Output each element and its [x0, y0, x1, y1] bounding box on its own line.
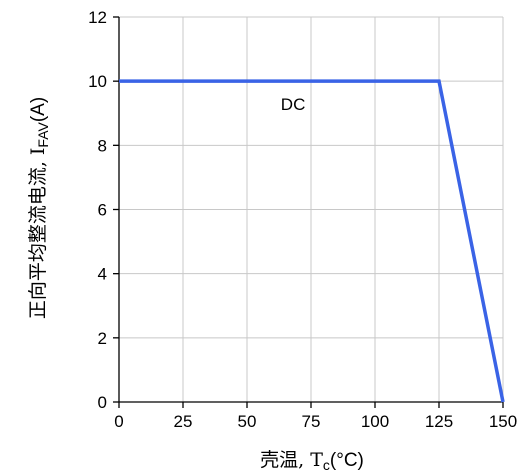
x-tick-label-4: 100 — [361, 412, 389, 431]
y-tick-label-1: 2 — [98, 329, 107, 348]
grid — [119, 16, 504, 402]
x-tick-label-6: 150 — [489, 412, 517, 431]
y-tick-label-4: 8 — [98, 136, 107, 155]
series-layer — [118, 79, 505, 403]
y-tick-label-0: 0 — [98, 393, 107, 412]
x-axis-title: 壳温, Tc(°C) — [260, 449, 364, 472]
y-tick-label-2: 4 — [98, 265, 107, 284]
x-tick-label-3: 75 — [302, 412, 321, 431]
annotation-0: DC — [281, 95, 306, 114]
y-tick-label-6: 12 — [88, 8, 107, 27]
y-axis-title: 正向平均整流电流, IFAV(A) — [27, 97, 51, 319]
y-tick-label-5: 10 — [88, 72, 107, 91]
x-tick-labels: 0 25 50 75 100 125 150 — [114, 412, 517, 431]
y-tick-labels: 0 2 4 6 8 10 12 — [88, 8, 107, 412]
x-tick-label-1: 25 — [174, 412, 193, 431]
annotations: DC — [281, 95, 306, 114]
y-tick-label-3: 6 — [98, 201, 107, 220]
x-tick-label-0: 0 — [114, 412, 123, 431]
x-tick-label-5: 125 — [425, 412, 453, 431]
x-tick-label-2: 50 — [238, 412, 257, 431]
axes — [113, 16, 504, 408]
